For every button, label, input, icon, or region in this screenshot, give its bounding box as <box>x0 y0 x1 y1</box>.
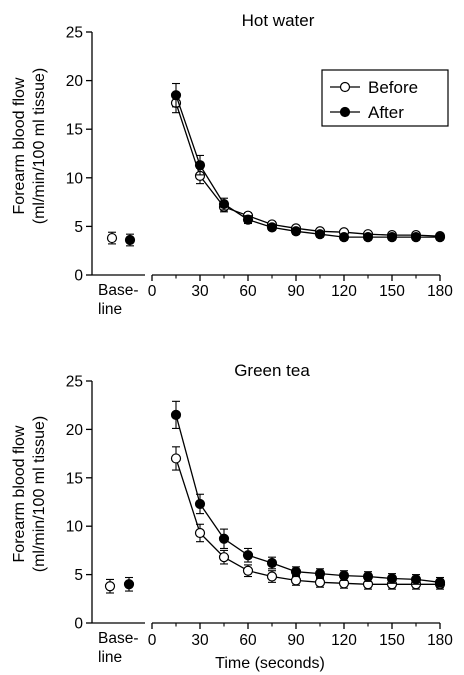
data-point-after <box>362 571 374 582</box>
y-tick-label: 25 <box>66 374 83 391</box>
legend-marker-before <box>339 81 351 93</box>
data-point-before <box>170 453 182 464</box>
x-tick-label: 120 <box>331 632 357 649</box>
data-point-after <box>170 409 182 420</box>
y-tick-label: 15 <box>66 470 83 487</box>
data-point-after <box>338 231 350 243</box>
data-point-before <box>314 577 326 588</box>
y-axis-label-line-2: (ml/min/100 ml tissue) <box>31 416 48 572</box>
legend-label-before: Before <box>368 78 418 97</box>
x-tick-label: 90 <box>287 632 305 649</box>
chart-title: Green tea <box>234 361 310 380</box>
plot-area: 0 5 10 15 20 25 0 30 60 90 120 150 180 Base-line <box>66 25 454 319</box>
data-point-after <box>194 498 206 510</box>
x-tick-label: 90 <box>287 283 305 300</box>
data-point-after <box>434 231 446 243</box>
data-point-after <box>242 214 254 225</box>
data-point-after <box>266 222 278 233</box>
data-point-after <box>290 566 302 577</box>
y-axis-label: Forearm blood flow (ml/min/100 ml tissue… <box>11 416 48 572</box>
x-tick-label: 180 <box>427 283 453 300</box>
x-tick-label: 30 <box>191 632 209 649</box>
x-tick-label: 0 <box>148 632 157 649</box>
baseline-label-line-2: line <box>98 649 122 666</box>
data-point-after <box>338 570 350 581</box>
y-axis-label-line-1: Forearm blood flow <box>11 77 28 214</box>
y-tick-label: 25 <box>66 25 83 42</box>
baseline-label-line-2: line <box>98 301 122 318</box>
y-tick-label: 5 <box>74 219 83 236</box>
data-point-before <box>290 575 302 586</box>
legend: Before After <box>321 69 449 127</box>
chart-title: Hot water <box>242 11 315 30</box>
data-point-after <box>314 568 326 579</box>
y-tick-label: 0 <box>74 268 83 285</box>
baseline-label-line-1: Base- <box>98 282 139 299</box>
panel-green-tea: Green tea Forearm blood flow (ml/min/100… <box>11 361 453 672</box>
y-tick-label: 0 <box>74 616 83 633</box>
y-tick-label: 15 <box>66 122 83 139</box>
y-tick-label: 5 <box>74 567 83 584</box>
series-line-after <box>175 414 441 583</box>
data-point-after <box>434 577 446 588</box>
x-tick-label: 0 <box>148 283 157 300</box>
x-tick-label: 60 <box>239 632 257 649</box>
legend-box <box>321 69 449 127</box>
data-point-after <box>266 557 278 569</box>
baseline-point-before <box>106 232 118 244</box>
data-point-after <box>386 231 398 243</box>
legend-label-after: After <box>368 103 404 122</box>
x-tick-label: 60 <box>239 283 257 300</box>
data-point-after <box>218 198 230 210</box>
y-axis-label-line-2: (ml/min/100 ml tissue) <box>31 68 48 224</box>
data-point-before <box>266 571 278 582</box>
panel-hot-water: Hot water Forearm blood flow (ml/min/100… <box>11 11 453 318</box>
y-axis-label: Forearm blood flow (ml/min/100 ml tissue… <box>11 68 48 224</box>
baseline-point-after <box>123 579 135 590</box>
data-point-after <box>362 231 374 243</box>
y-tick-label: 10 <box>66 170 84 187</box>
series-line-before <box>175 458 440 585</box>
baseline-point-before <box>104 581 116 592</box>
data-point-after <box>170 90 182 101</box>
data-point-after <box>410 231 422 243</box>
x-axis-label: Time (seconds) <box>215 655 325 672</box>
y-tick-label: 10 <box>66 519 84 536</box>
x-tick-label: 150 <box>379 632 405 649</box>
data-point-after <box>242 550 254 561</box>
y-tick-label: 20 <box>66 73 84 90</box>
data-point-after <box>290 226 302 237</box>
x-tick-label: 180 <box>427 632 453 649</box>
data-point-after <box>410 574 422 585</box>
data-point-after <box>314 229 326 240</box>
y-tick-label: 20 <box>66 422 84 439</box>
data-point-after <box>218 533 230 544</box>
data-point-after <box>194 160 206 171</box>
data-point-before <box>242 565 254 576</box>
plot-area: 0 5 10 15 20 25 0 30 60 90 120 150 180 Base-line <box>66 374 454 667</box>
x-tick-label: 150 <box>379 283 405 300</box>
baseline-label-line-1: Base- <box>98 630 139 647</box>
data-point-before <box>218 552 230 563</box>
x-tick-label: 30 <box>191 283 209 300</box>
baseline-point-after <box>124 234 136 246</box>
y-axis-label-line-1: Forearm blood flow <box>11 425 28 562</box>
legend-marker-after <box>339 106 351 118</box>
data-point-after <box>386 573 398 584</box>
data-point-before <box>194 527 206 539</box>
x-tick-label: 120 <box>331 283 357 300</box>
